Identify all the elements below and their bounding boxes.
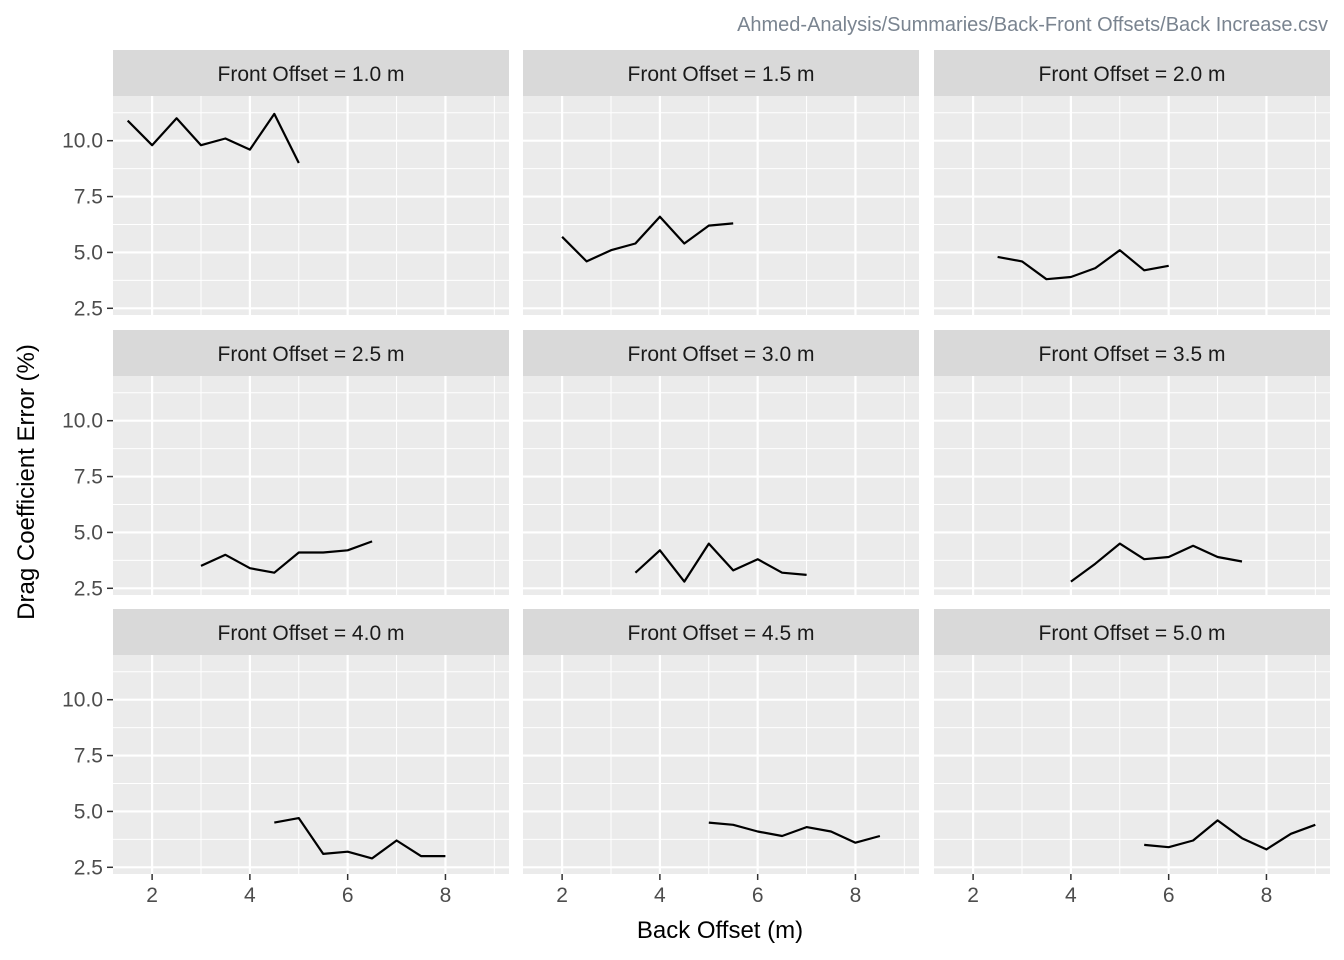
- facet-panel: Front Offset = 1.5 m: [523, 50, 919, 315]
- facet-panel: Front Offset = 4.5 m: [523, 609, 919, 874]
- facet-strip-label: Front Offset = 4.0 m: [218, 622, 405, 645]
- facet-strip-label: Front Offset = 4.5 m: [628, 622, 815, 645]
- facet-strip-label: Front Offset = 3.5 m: [1039, 343, 1226, 366]
- facet-strip-label: Front Offset = 2.5 m: [218, 343, 405, 366]
- y-tick-label: 7.5: [74, 745, 103, 768]
- panel-background: [113, 655, 509, 874]
- series-line: [997, 249, 1169, 281]
- y-tick-label: 5.0: [74, 800, 103, 823]
- facet-panels: Front Offset = 1.0 m Front Offset = 1.5 m…: [113, 50, 1330, 874]
- facet-panel: Front Offset = 5.0 m: [934, 609, 1330, 874]
- x-tick-label: 4: [1065, 884, 1077, 907]
- y-axes: 2.5 5.0 7.5 10.0 2.5 5.0 7.5 10.0 2.5 5.0 7.5 10.0: [62, 130, 113, 879]
- y-tick-label: 7.5: [74, 186, 103, 209]
- y-tick-label: 2.5: [74, 577, 103, 600]
- x-tick-label: 2: [146, 884, 158, 907]
- x-tick-label: 6: [752, 884, 764, 907]
- facet-panel: Front Offset = 1.0 m: [113, 50, 509, 315]
- facet-strip-label: Front Offset = 2.0 m: [1039, 63, 1226, 86]
- y-axis-title: Drag Coefficient Error (%): [13, 344, 40, 620]
- facet-panel: Front Offset = 3.0 m: [523, 330, 919, 595]
- series-line: [274, 816, 446, 860]
- facet-strip: [113, 330, 509, 376]
- x-axes: 2 4 6 8 2 4 6 8 2 4 6 8: [146, 874, 1272, 907]
- facet-panel: Front Offset = 2.0 m: [934, 50, 1330, 315]
- facet-strip-label: Front Offset = 1.0 m: [218, 63, 405, 86]
- y-tick-label: 10.0: [62, 410, 103, 433]
- facet-strip: [934, 330, 1330, 376]
- facet-panel: Front Offset = 3.5 m: [934, 330, 1330, 595]
- series-line: [1070, 542, 1243, 583]
- facet-strip: [523, 330, 919, 376]
- x-tick-label: 8: [440, 884, 452, 907]
- facet-strip: [523, 50, 919, 96]
- facet-strip: [523, 609, 919, 655]
- y-tick-label: 2.5: [74, 856, 103, 879]
- y-tick-label: 10.0: [62, 130, 103, 153]
- panel-background: [113, 96, 509, 315]
- x-tick-label: 8: [1261, 884, 1273, 907]
- facet-strip: [934, 50, 1330, 96]
- x-tick-label: 6: [1163, 884, 1175, 907]
- panel-background: [934, 96, 1330, 315]
- series-line: [634, 542, 807, 583]
- panel-background: [523, 655, 919, 874]
- panel-background: [934, 655, 1330, 874]
- y-tick-label: 7.5: [74, 466, 103, 489]
- x-tick-label: 4: [654, 884, 666, 907]
- panel-background: [523, 376, 919, 595]
- y-tick-label: 5.0: [74, 521, 103, 544]
- x-tick-label: 8: [850, 884, 862, 907]
- series-line: [126, 112, 300, 164]
- facet-strip: [934, 609, 1330, 655]
- facet-strip-label: Front Offset = 3.0 m: [628, 343, 815, 366]
- series-line: [561, 215, 734, 263]
- series-line: [1144, 819, 1316, 851]
- panel-background: [934, 376, 1330, 595]
- facet-strip-label: Front Offset = 5.0 m: [1039, 622, 1226, 645]
- facet-strip: [113, 50, 509, 96]
- y-tick-label: 5.0: [74, 241, 103, 264]
- y-tick-label: 10.0: [62, 689, 103, 712]
- series-line: [708, 821, 881, 844]
- panel-background: [113, 376, 509, 595]
- chart-caption: Ahmed-Analysis/Summaries/Back-Front Offs…: [737, 14, 1328, 36]
- y-tick-label: 2.5: [74, 297, 103, 320]
- x-tick-label: 6: [342, 884, 354, 907]
- x-tick-label: 2: [967, 884, 979, 907]
- series-line: [200, 540, 373, 574]
- facet-strip-label: Front Offset = 1.5 m: [628, 63, 815, 86]
- facet-panel: Front Offset = 2.5 m: [113, 330, 509, 595]
- facet-strip: [113, 609, 509, 655]
- x-axis-title: Back Offset (m): [637, 917, 803, 944]
- x-tick-label: 4: [244, 884, 256, 907]
- facet-panel: Front Offset = 4.0 m: [113, 609, 509, 874]
- panel-background: [523, 96, 919, 315]
- x-tick-label: 2: [556, 884, 568, 907]
